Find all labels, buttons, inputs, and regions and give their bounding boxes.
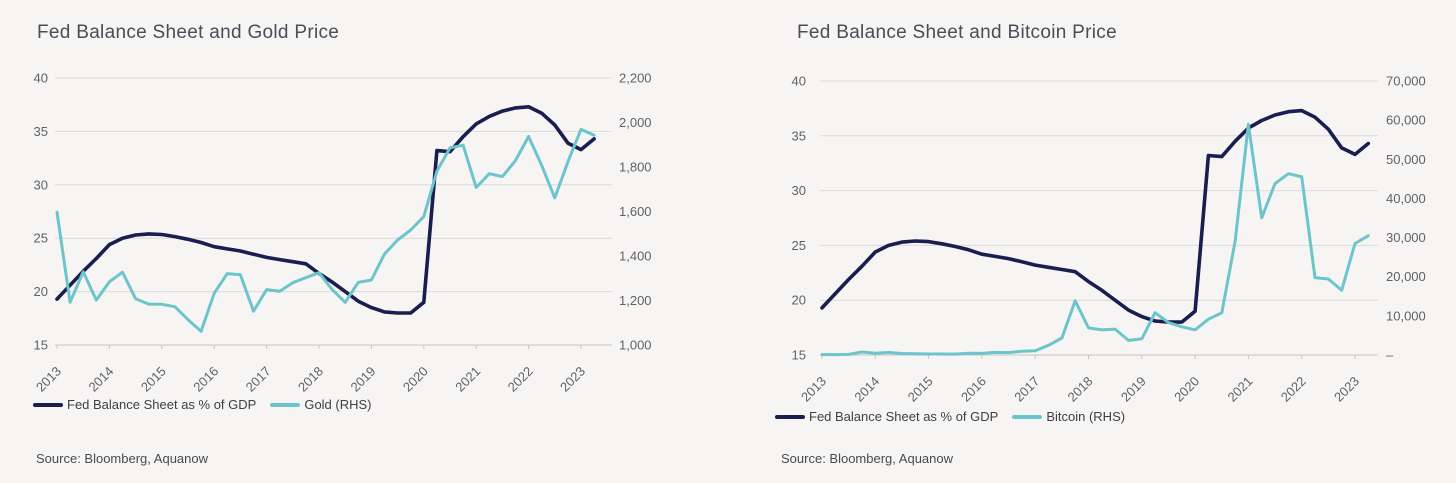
right-axis-tick-label: 1,000 bbox=[619, 338, 652, 353]
source-note: Source: Bloomberg, Aquanow bbox=[36, 451, 208, 466]
left-axis-tick-label: 20 bbox=[792, 293, 806, 308]
left-axis-tick-label: 15 bbox=[792, 348, 806, 363]
x-axis-tick-label: 2015 bbox=[905, 374, 936, 405]
gold-chart-title: Fed Balance Sheet and Gold Price bbox=[37, 22, 340, 43]
right-axis-tick-label: 1,800 bbox=[619, 160, 652, 175]
right-axis-tick-label: 1,600 bbox=[619, 204, 652, 219]
x-axis-tick-label: 2022 bbox=[505, 364, 536, 395]
right-axis-tick-label: 10,000 bbox=[1386, 308, 1426, 323]
fed-legend-label: Fed Balance Sheet as % of GDP bbox=[67, 397, 257, 412]
right-axis-tick-label: 1,200 bbox=[619, 293, 652, 308]
chart-svg: 40353025201570,00060,00050,00040,00030,0… bbox=[792, 74, 1426, 405]
price-line bbox=[55, 127, 596, 333]
left-axis-tick-label: 35 bbox=[792, 128, 806, 143]
right-axis-tick-label: 2,000 bbox=[619, 115, 652, 130]
gold-chart-legend: Fed Balance Sheet as % of GDP Gold (RHS) bbox=[33, 397, 386, 412]
x-axis-tick-label: 2014 bbox=[851, 374, 882, 405]
fed-balance-sheet-line bbox=[55, 105, 596, 315]
x-axis-tick-label: 2023 bbox=[557, 364, 588, 395]
bitcoin-chart-title: Fed Balance Sheet and Bitcoin Price bbox=[797, 22, 1117, 43]
gold-line-swatch bbox=[270, 402, 301, 407]
left-axis-tick-label: 20 bbox=[34, 284, 48, 299]
left-axis-tick-label: 35 bbox=[34, 124, 48, 139]
x-axis-tick-label: 2018 bbox=[295, 364, 326, 395]
fed-balance-sheet-line bbox=[820, 108, 1371, 324]
x-axis-tick-label: 2014 bbox=[85, 364, 116, 395]
x-axis-tick-label: 2017 bbox=[243, 364, 274, 395]
right-axis-tick-label: 1,400 bbox=[619, 249, 652, 264]
x-axis-tick-label: 2016 bbox=[958, 374, 989, 405]
x-axis-tick-label: 2023 bbox=[1331, 374, 1362, 405]
fed-line-swatch bbox=[33, 402, 63, 407]
gold-chart-canvas: 40 35 30 25 20 15 2,200 2,000 1,800 1,600 1,400 1,2… bbox=[33, 71, 652, 395]
x-axis-tick-label: 2022 bbox=[1278, 374, 1309, 405]
left-axis-tick-label: 25 bbox=[34, 231, 48, 246]
x-axis-tick-label: 2019 bbox=[347, 364, 378, 395]
right-axis-tick-label: 2,200 bbox=[619, 71, 652, 86]
x-axis-tick-label: 2018 bbox=[1065, 374, 1096, 405]
bitcoin-chart-legend: Fed Balance Sheet as % of GDP Bitcoin (R… bbox=[775, 409, 1139, 424]
bitcoin-chart-canvas: 40 35 30 25 20 15 70,000 60,000 50,000 40,000 30,0… bbox=[728, 0, 1456, 483]
right-axis-tick-label: 50,000 bbox=[1386, 152, 1426, 167]
x-axis-tick-label: 2021 bbox=[1224, 374, 1255, 405]
right-axis-tick-label: – bbox=[1386, 348, 1394, 363]
source-note: Source: Bloomberg, Aquanow bbox=[781, 451, 953, 466]
bitcoin-line-swatch bbox=[1012, 414, 1043, 419]
bitcoin-legend-label: Bitcoin (RHS) bbox=[1046, 409, 1126, 424]
x-axis-tick-label: 2017 bbox=[1011, 374, 1042, 405]
x-axis-tick-label: 2019 bbox=[1118, 374, 1149, 405]
right-axis-tick-label: 20,000 bbox=[1386, 269, 1426, 284]
x-axis-tick-label: 2020 bbox=[400, 364, 431, 395]
gold-chart-panel: Fed Balance Sheet and Gold Price 40 35 30 2… bbox=[33, 22, 652, 466]
x-axis-tick-label: 2016 bbox=[190, 364, 221, 395]
fed-line-swatch bbox=[775, 414, 805, 419]
x-axis-tick-label: 2013 bbox=[33, 364, 64, 395]
left-axis-tick-label: 30 bbox=[34, 177, 48, 192]
chart-svg: 4035302520152,2002,0001,8001,6001,4001,2… bbox=[33, 71, 652, 395]
right-axis-tick-label: 40,000 bbox=[1386, 191, 1426, 206]
left-axis-tick-label: 40 bbox=[34, 71, 48, 86]
left-axis-tick-label: 30 bbox=[792, 183, 806, 198]
x-axis-tick-label: 2021 bbox=[452, 364, 483, 395]
x-axis-tick-label: 2015 bbox=[138, 364, 169, 395]
gold-legend-label: Gold (RHS) bbox=[304, 397, 372, 412]
right-axis-tick-label: 70,000 bbox=[1386, 74, 1426, 89]
fed-legend-label: Fed Balance Sheet as % of GDP bbox=[809, 409, 999, 424]
x-axis-tick-label: 2013 bbox=[798, 374, 829, 405]
price-line bbox=[820, 122, 1370, 357]
left-axis-tick-label: 25 bbox=[792, 238, 806, 253]
right-axis-tick-label: 30,000 bbox=[1386, 230, 1426, 245]
right-axis-tick-label: 60,000 bbox=[1386, 113, 1426, 128]
left-axis-tick-label: 15 bbox=[34, 338, 48, 353]
left-axis-tick-label: 40 bbox=[792, 74, 806, 89]
bitcoin-chart-panel: Fed Balance Sheet and Bitcoin Price 40 35… bbox=[728, 0, 1456, 483]
x-axis-tick-label: 2020 bbox=[1171, 374, 1202, 405]
